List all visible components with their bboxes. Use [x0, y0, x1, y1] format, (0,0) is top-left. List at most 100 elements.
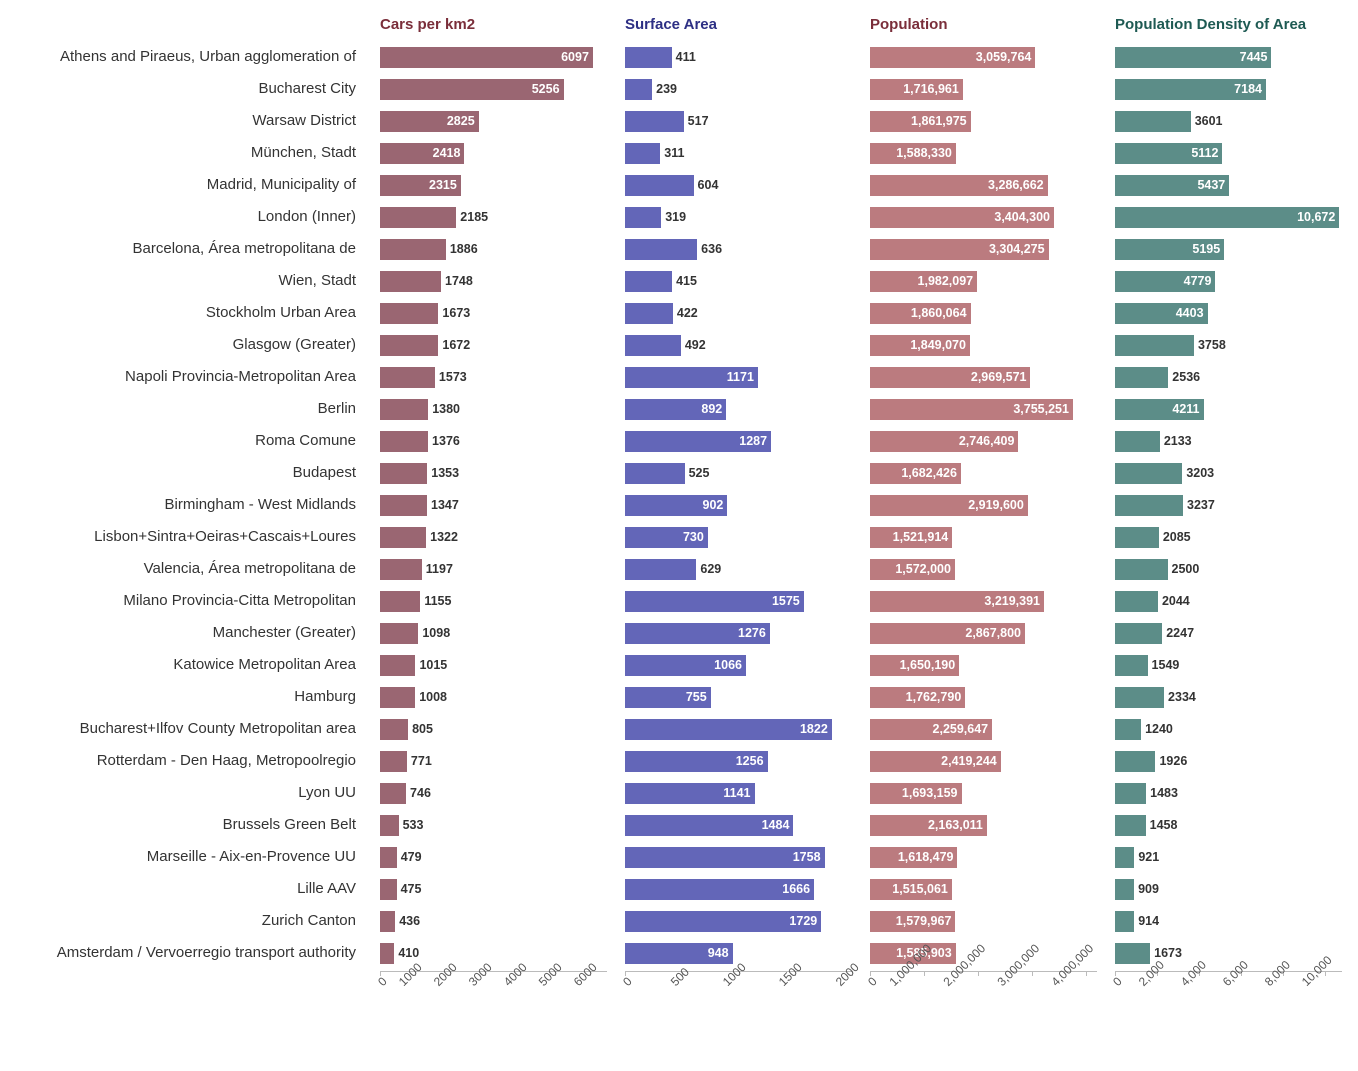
bar-cell: 4211: [1115, 393, 1342, 425]
bar-fill: 1,861,975: [870, 111, 971, 132]
bar-fill: 533: [380, 815, 399, 836]
bar-cell: 1673: [380, 297, 607, 329]
bar-cell: 1458: [1115, 809, 1342, 841]
bar-cell: 1008: [380, 681, 607, 713]
bar-fill: 1484: [625, 815, 793, 836]
bar-value-label: 3,286,662: [984, 178, 1048, 192]
bar-fill: 1458: [1115, 815, 1146, 836]
bar-value-label: 3,304,275: [985, 242, 1049, 256]
column-header: Population: [870, 16, 1097, 41]
bar-cell: 1197: [380, 553, 607, 585]
bar-value-label: 1353: [427, 466, 463, 480]
bar-cell: 1276: [625, 617, 852, 649]
bar-value-label: 1573: [435, 370, 471, 384]
bar-fill: 3,755,251: [870, 399, 1073, 420]
bar-cell: 914: [1115, 905, 1342, 937]
bar-cell: 3,755,251: [870, 393, 1097, 425]
header-spacer: [16, 16, 362, 41]
bar-cell: 3,304,275: [870, 233, 1097, 265]
bar-fill: 771: [380, 751, 407, 772]
x-axis: 02,0004,0006,0008,00010,000: [1115, 971, 1342, 1039]
bar-cell: 636: [625, 233, 852, 265]
bar-fill: 3,404,300: [870, 207, 1054, 228]
bar-value-label: 1,860,064: [907, 306, 971, 320]
bar-value-label: 1171: [723, 370, 758, 384]
bar-value-label: 533: [399, 818, 428, 832]
bar-fill: 1353: [380, 463, 427, 484]
bar-fill: 909: [1115, 879, 1134, 900]
bar-value-label: 1,650,190: [896, 658, 960, 672]
bar-fill: 410: [380, 943, 394, 964]
bar-value-label: 629: [696, 562, 725, 576]
x-axis: 01,000,0002,000,0003,000,0004,000,000: [870, 971, 1097, 1039]
bar-value-label: 1015: [415, 658, 451, 672]
bar-value-label: 1,588,330: [892, 146, 956, 160]
bar-cell: 2536: [1115, 361, 1342, 393]
bar-cell: 1672: [380, 329, 607, 361]
bar-cell: 475: [380, 873, 607, 905]
bar-fill: 1673: [380, 303, 438, 324]
bar-cell: 1,650,190: [870, 649, 1097, 681]
bar-fill: 1729: [625, 911, 821, 932]
bar-cell: 1256: [625, 745, 852, 777]
bar-cell: 1,572,000: [870, 553, 1097, 585]
bar-value-label: 3,755,251: [1009, 402, 1073, 416]
bar-fill: 1,588,330: [870, 143, 956, 164]
bar-fill: 3,059,764: [870, 47, 1035, 68]
bar-cell: 1729: [625, 905, 852, 937]
bar-cell: 2,163,011: [870, 809, 1097, 841]
bar-fill: 1748: [380, 271, 441, 292]
bar-value-label: 1484: [758, 818, 794, 832]
bar-value-label: 1376: [428, 434, 464, 448]
bar-fill: 1171: [625, 367, 758, 388]
bar-value-label: 2085: [1159, 530, 1195, 544]
bar-cell: 3,404,300: [870, 201, 1097, 233]
bar-value-label: 1,682,426: [897, 466, 961, 480]
bar-cell: 1015: [380, 649, 607, 681]
bar-value-label: 730: [679, 530, 708, 544]
bar-cell: 2315: [380, 169, 607, 201]
row-label: Amsterdam / Vervoerregio transport autho…: [16, 937, 362, 969]
bar-fill: 2334: [1115, 687, 1164, 708]
bar-fill: 1197: [380, 559, 422, 580]
bar-cell: 1573: [380, 361, 607, 393]
bar-cell: 492: [625, 329, 852, 361]
bar-value-label: 1672: [438, 338, 474, 352]
bar-cell: 6097: [380, 41, 607, 73]
bar-cell: 1141: [625, 777, 852, 809]
bar-fill: 475: [380, 879, 397, 900]
bar-fill: 1098: [380, 623, 418, 644]
bar-fill: 1,762,790: [870, 687, 965, 708]
bar-fill: 1380: [380, 399, 428, 420]
tick-label: 0: [375, 974, 390, 989]
bar-cell: 1380: [380, 393, 607, 425]
bar-fill: 319: [625, 207, 661, 228]
x-axis: 0100020003000400050006000: [380, 971, 607, 1039]
bar-value-label: 2,867,800: [961, 626, 1025, 640]
row-label: Glasgow (Greater): [16, 329, 362, 361]
bar-fill: 2,919,600: [870, 495, 1028, 516]
bar-value-label: 948: [704, 946, 733, 960]
bar-value-label: 2,419,244: [937, 754, 1001, 768]
bar-cell: 1,618,479: [870, 841, 1097, 873]
bar-value-label: 1822: [796, 722, 832, 736]
bar-cell: 4779: [1115, 265, 1342, 297]
row-label: Madrid, Municipality of: [16, 169, 362, 201]
bar-cell: 1,588,330: [870, 137, 1097, 169]
bar-fill: 10,672: [1115, 207, 1339, 228]
bar-value-label: 2500: [1168, 562, 1204, 576]
bar-value-label: 3,404,300: [990, 210, 1054, 224]
bar-fill: 1,716,961: [870, 79, 963, 100]
bar-value-label: 3,059,764: [972, 50, 1036, 64]
bar-value-label: 436: [395, 914, 424, 928]
row-label: Napoli Provincia-Metropolitan Area: [16, 361, 362, 393]
x-axis: 0500100015002000: [625, 971, 852, 1039]
bar-fill: 5437: [1115, 175, 1229, 196]
bar-value-label: 517: [684, 114, 713, 128]
bar-fill: 805: [380, 719, 408, 740]
bar-cell: 3,219,391: [870, 585, 1097, 617]
bar-cell: 1347: [380, 489, 607, 521]
bar-value-label: 604: [694, 178, 723, 192]
bar-cell: 239: [625, 73, 852, 105]
bar-cell: 1353: [380, 457, 607, 489]
